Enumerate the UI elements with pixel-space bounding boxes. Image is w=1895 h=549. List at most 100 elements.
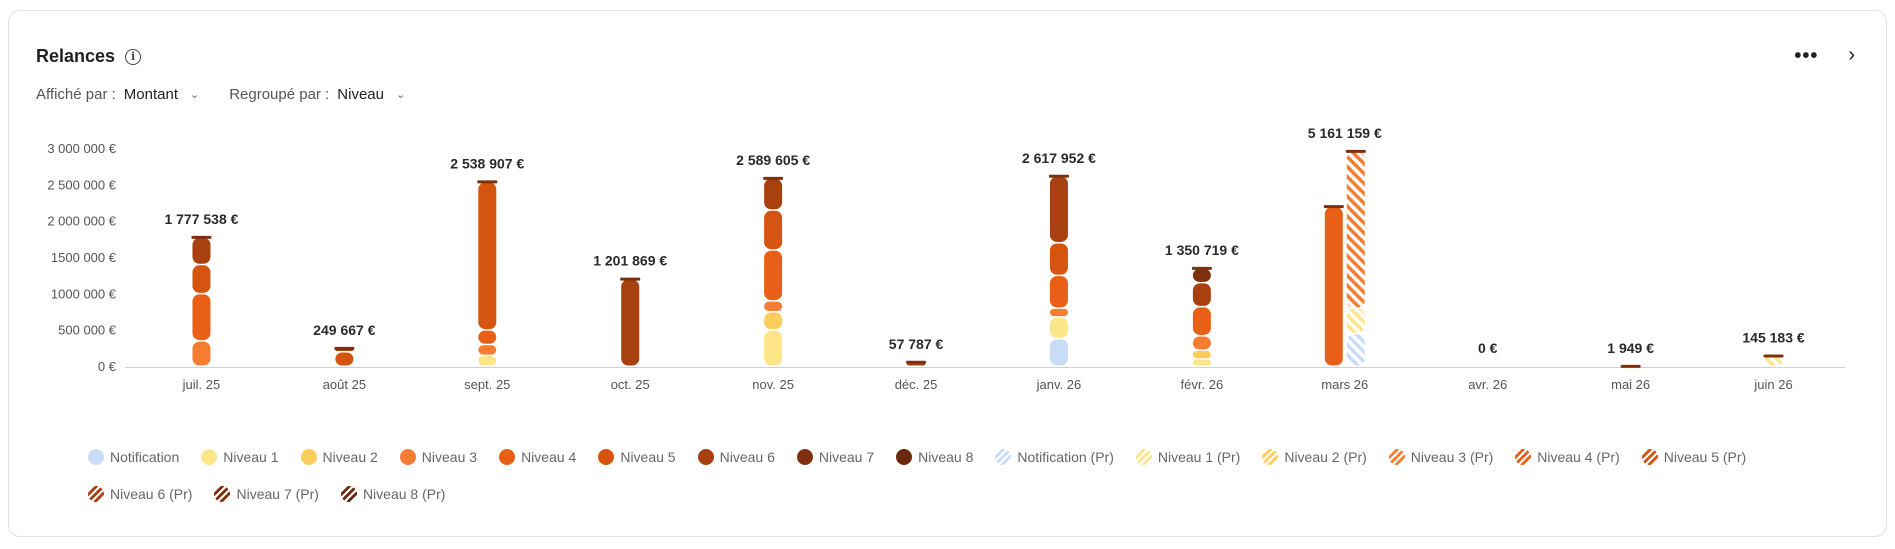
legend-item[interactable]: Niveau 2: [300, 446, 378, 468]
filters-bar: Affiché par : Montant ⌄ Regroupé par : N…: [36, 86, 405, 103]
legend-item[interactable]: Notification (Pr): [995, 446, 1114, 468]
bar-cap: [763, 176, 784, 180]
bar-total-label: 249 667 €: [313, 322, 375, 338]
legend-item[interactable]: Niveau 5: [598, 446, 676, 468]
bar-segment: [764, 330, 783, 366]
bar-total-label: 1 949 €: [1607, 340, 1654, 356]
legend-item[interactable]: Niveau 4: [499, 446, 576, 468]
display-by-dropdown[interactable]: Affiché par : Montant ⌄: [36, 86, 199, 103]
info-icon[interactable]: i: [125, 48, 142, 65]
legend-label: Notification: [110, 449, 180, 465]
legend-item[interactable]: Niveau 5 (Pr): [1641, 446, 1747, 468]
bar-cap: [906, 360, 927, 364]
bar-cap: [1048, 174, 1069, 178]
legend-label: Niveau 4 (Pr): [1537, 449, 1620, 465]
bar-segment: [1192, 307, 1211, 335]
legend-item[interactable]: Niveau 6: [697, 446, 775, 468]
legend-label: Niveau 5: [620, 449, 676, 465]
legend-swatch: [796, 449, 813, 465]
bar-segment: [764, 312, 783, 330]
legend-swatch: [1262, 449, 1279, 465]
card-title: Relances: [36, 46, 116, 66]
bar-cap: [477, 180, 498, 184]
legend-item[interactable]: Niveau 1 (Pr): [1135, 446, 1241, 468]
bar-cap: [1345, 149, 1366, 153]
legend-item[interactable]: Notification: [88, 446, 179, 468]
bar-segment: [621, 279, 640, 366]
legend-swatch: [300, 449, 317, 465]
bar-cap: [1191, 266, 1212, 270]
bar-segment: [1192, 351, 1211, 359]
legend-item[interactable]: Niveau 7 (Pr): [214, 483, 319, 505]
more-options-button[interactable]: •••: [1794, 44, 1819, 67]
bar-total-label: 1 350 719 €: [1165, 242, 1239, 258]
relances-card: [8, 10, 1887, 537]
bar-segment: [764, 210, 783, 250]
legend-swatch: [88, 486, 104, 502]
bar-cap: [191, 235, 212, 239]
legend-item[interactable]: Niveau 4 (Pr): [1515, 446, 1620, 468]
legend-label: Niveau 7 (Pr): [236, 486, 319, 502]
bar-segment: [764, 250, 783, 301]
legend-label: Niveau 6 (Pr): [110, 486, 193, 502]
x-tick-label: août 25: [323, 377, 366, 392]
x-tick-label: févr. 26: [1181, 377, 1224, 392]
group-by-value: Niveau: [337, 86, 384, 103]
legend-item[interactable]: Niveau 1: [201, 446, 279, 468]
chevron-right-icon[interactable]: ›: [1848, 44, 1855, 66]
bar-segment: [764, 178, 783, 210]
bar-cap: [1763, 354, 1784, 358]
bar-total-label: 5 161 159 €: [1308, 125, 1382, 141]
legend-label: Niveau 6: [719, 449, 775, 465]
x-tick-label: oct. 25: [611, 377, 650, 392]
card-header: Relances i: [36, 46, 142, 67]
bar-total-label: 1 777 538 €: [164, 211, 238, 227]
bar-segment: [1346, 151, 1365, 308]
legend-item[interactable]: Niveau 6 (Pr): [88, 483, 192, 505]
bar-segment: [478, 182, 497, 330]
bar-segment: [1049, 176, 1068, 242]
bar-total-label: 57 787 €: [889, 336, 944, 352]
y-tick-label: 0 €: [98, 359, 117, 374]
legend-label: Niveau 5 (Pr): [1663, 449, 1747, 465]
legend-label: Niveau 3 (Pr): [1410, 449, 1494, 465]
display-by-value: Montant: [123, 86, 178, 103]
legend-label: Niveau 1 (Pr): [1157, 449, 1241, 465]
chevron-down-icon: ⌄: [189, 89, 200, 101]
legend-item[interactable]: Niveau 3 (Pr): [1388, 446, 1494, 468]
legend-item[interactable]: Niveau 8 (Pr): [340, 483, 445, 505]
bar-cap: [620, 277, 641, 281]
bar-segment: [478, 330, 497, 344]
bar-segment: [1192, 336, 1211, 350]
legend-label: Niveau 1: [223, 449, 279, 465]
bar-segment: [1192, 268, 1211, 282]
bar-segment: [192, 265, 211, 293]
y-tick-label: 2 500 000 €: [47, 177, 116, 192]
bar-segment: [1049, 339, 1068, 366]
legend-item[interactable]: Niveau 3: [399, 446, 477, 468]
legend-item[interactable]: Niveau 2 (Pr): [1262, 446, 1367, 468]
chart-legend: Notification Niveau 1 Niveau 2 Niveau 3 Nive…: [88, 446, 1848, 505]
group-by-dropdown[interactable]: Regroupé par : Niveau ⌄: [229, 86, 405, 103]
legend-item[interactable]: Niveau 8: [896, 446, 973, 468]
bar-total-label: 2 617 952 €: [1022, 150, 1096, 166]
y-tick-label: 3 000 000 €: [47, 141, 116, 156]
bar-segment: [335, 352, 354, 366]
bar-segment: [478, 345, 497, 355]
group-by-label: Regroupé par :: [229, 86, 330, 103]
legend-swatch: [598, 449, 615, 465]
bar-segment: [478, 356, 497, 366]
legend-label: Niveau 8: [918, 449, 974, 465]
legend-label: Niveau 4: [521, 449, 577, 465]
bar-total-label: 2 538 907 €: [450, 155, 524, 171]
legend-swatch: [995, 449, 1012, 465]
legend-swatch: [499, 449, 516, 465]
y-tick-label: 500 000 €: [58, 323, 117, 338]
legend-item[interactable]: Niveau 7: [796, 446, 874, 468]
x-tick-label: avr. 26: [1468, 377, 1507, 392]
legend-swatch: [1641, 449, 1658, 465]
bar-segment: [192, 294, 211, 341]
legend-label: Niveau 2: [322, 449, 378, 465]
y-tick-label: 1000 000 €: [51, 286, 117, 301]
